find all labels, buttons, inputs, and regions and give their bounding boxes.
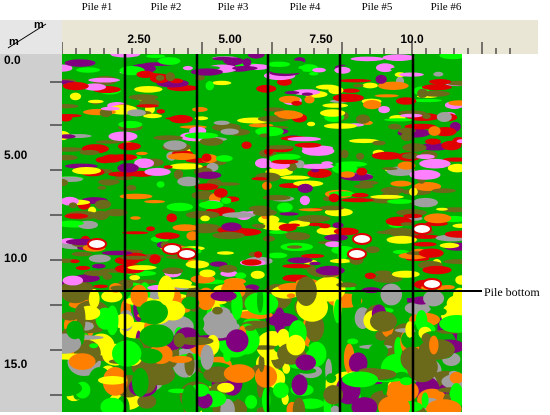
distance-tick-label: 5.00 xyxy=(218,32,242,46)
pile-bottom-label: Pile bottom xyxy=(484,285,540,299)
depth-tick-label: 5.00 xyxy=(4,148,28,162)
pile-label-1: Pile #1 xyxy=(81,1,113,13)
unit-left: m xyxy=(9,36,19,48)
pile-label-2: Pile #2 xyxy=(150,1,182,13)
depth-tick-label: 0.0 xyxy=(4,53,21,67)
depth-tick-label: 15.0 xyxy=(4,357,28,371)
ruler-corner: m m xyxy=(0,19,62,54)
distance-ticks xyxy=(62,42,511,54)
distance-tick-label: 7.50 xyxy=(309,32,333,46)
radar-scan-image xyxy=(62,54,462,412)
distance-tick-label: 10.0 xyxy=(400,32,424,46)
pile-label-6: Pile #6 xyxy=(430,1,462,13)
distance-ruler: 2.50 5.00 7.50 10.0 xyxy=(62,20,538,54)
depth-ruler xyxy=(0,20,62,412)
depth-tick-label: 10.0 xyxy=(4,251,28,265)
depth-ticks xyxy=(50,81,62,396)
pile-label-4: Pile #4 xyxy=(289,1,321,13)
scan-pattern xyxy=(62,54,462,412)
distance-tick-label: 2.50 xyxy=(127,32,151,46)
pile-label-3: Pile #3 xyxy=(217,1,249,13)
unit-top: m xyxy=(34,19,44,31)
pile-label-5: Pile #5 xyxy=(361,1,393,13)
corner-diagonal-icon xyxy=(7,23,47,49)
